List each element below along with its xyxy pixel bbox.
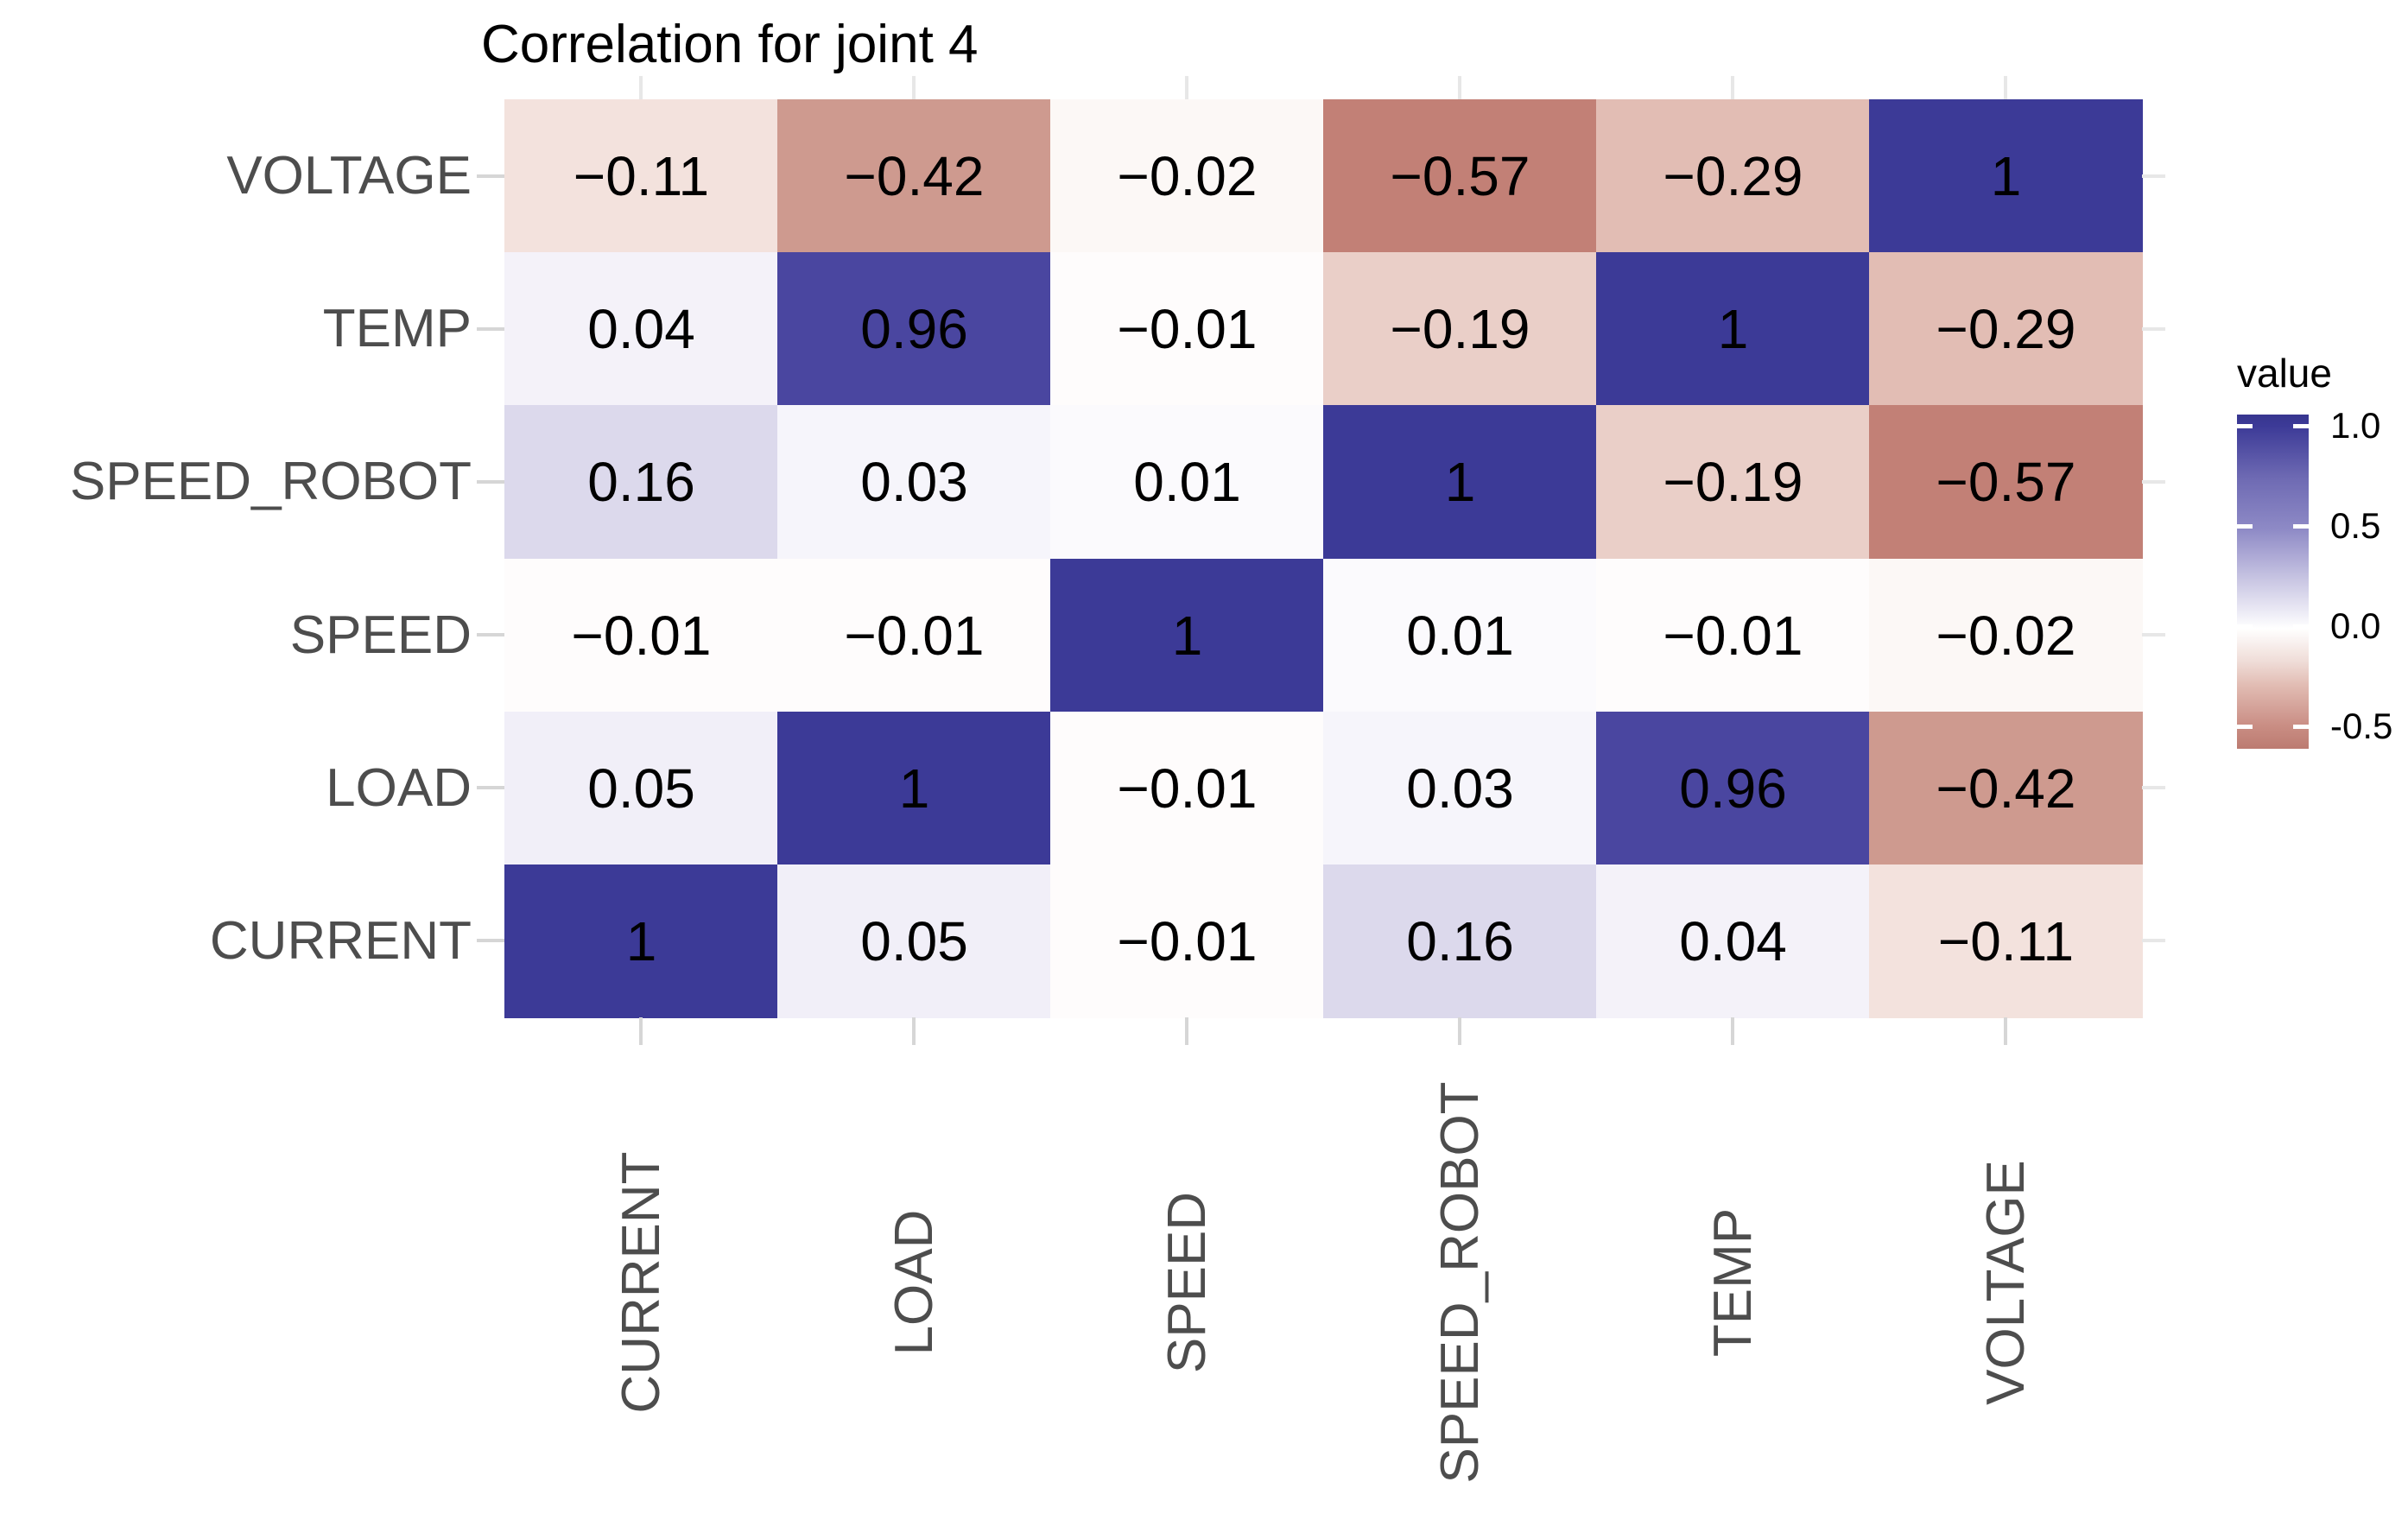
x-axis-label: SPEED xyxy=(1156,1191,1217,1374)
legend-tick-label: 0.5 xyxy=(2330,505,2381,546)
heatmap-cell: 0.16 xyxy=(504,405,778,560)
heatmap-cell: −0.11 xyxy=(1869,864,2143,1018)
legend-tick-mark xyxy=(2293,624,2309,630)
x-axis-label: LOAD xyxy=(884,1209,944,1356)
heatmap-cell: −0.02 xyxy=(1050,99,1324,254)
legend-tick-mark xyxy=(2237,524,2253,529)
heatmap-cell: 1 xyxy=(1323,405,1597,560)
y-axis-label: VOLTAGE xyxy=(226,146,472,206)
heatmap-cell: −0.42 xyxy=(777,99,1051,254)
gridline-peek-top xyxy=(1458,76,1461,99)
x-axis-label: VOLTAGE xyxy=(1975,1160,2036,1405)
y-axis-label: TEMP xyxy=(322,299,472,359)
gridline-peek-right xyxy=(2142,174,2165,178)
x-axis-label: SPEED_ROBOT xyxy=(1429,1081,1490,1484)
x-axis-label: TEMP xyxy=(1702,1207,1763,1358)
x-axis-tick xyxy=(2004,1017,2007,1045)
y-axis-tick xyxy=(477,326,504,331)
heatmap-cell: −0.01 xyxy=(1050,864,1324,1018)
heatmap-cell: 0.05 xyxy=(504,711,778,865)
gridline-peek-top xyxy=(1731,76,1734,99)
x-axis-tick xyxy=(1731,1017,1734,1045)
heatmap-cell: −0.57 xyxy=(1869,405,2143,560)
heatmap-cell: 1 xyxy=(1869,99,2143,254)
legend-tick-mark xyxy=(2293,725,2309,730)
x-axis-label: CURRENT xyxy=(611,1151,671,1414)
gridline-peek-right xyxy=(2142,939,2165,943)
y-axis-tick xyxy=(477,633,504,637)
legend-tick-mark xyxy=(2293,524,2309,529)
gridline-peek-top xyxy=(2004,76,2007,99)
gridline-peek-right xyxy=(2142,326,2165,331)
heatmap-cell: 0.16 xyxy=(1323,864,1597,1018)
legend-tick-mark xyxy=(2293,423,2309,428)
y-axis-tick xyxy=(477,939,504,943)
gridline-peek-top xyxy=(639,76,643,99)
heatmap-cell: −0.01 xyxy=(1596,558,1870,712)
legend-tick-mark xyxy=(2237,624,2253,630)
legend-title: value xyxy=(2237,351,2332,396)
heatmap-cell: −0.42 xyxy=(1869,711,2143,865)
gridline-peek-right xyxy=(2142,786,2165,790)
legend-colorbar xyxy=(2237,415,2309,749)
x-axis-tick xyxy=(1185,1017,1188,1045)
heatmap-cell: 1 xyxy=(1050,558,1324,712)
y-axis-label: SPEED xyxy=(289,605,472,665)
heatmap-cell: 1 xyxy=(504,864,778,1018)
heatmap-cell: −0.11 xyxy=(504,99,778,254)
heatmap-cell: −0.29 xyxy=(1596,99,1870,254)
heatmap-cell: −0.02 xyxy=(1869,558,2143,712)
heatmap-cell: 0.04 xyxy=(504,252,778,407)
heatmap-cell: 0.01 xyxy=(1050,405,1324,560)
y-axis-label: LOAD xyxy=(326,757,472,818)
gridline-peek-top xyxy=(912,76,916,99)
y-axis-tick xyxy=(477,479,504,484)
y-axis-label: SPEED_ROBOT xyxy=(69,452,472,512)
legend-tick-label: -0.5 xyxy=(2330,706,2393,747)
heatmap-cell: 0.03 xyxy=(1323,711,1597,865)
heatmap-cell: −0.57 xyxy=(1323,99,1597,254)
gridline-peek-right xyxy=(2142,633,2165,637)
legend-tick-label: 0.0 xyxy=(2330,605,2381,647)
heatmap-cell: 0.03 xyxy=(777,405,1051,560)
x-axis-tick xyxy=(1458,1017,1461,1045)
legend-tick-mark xyxy=(2237,423,2253,428)
gridline-peek-right xyxy=(2142,479,2165,484)
x-axis-tick xyxy=(639,1017,643,1045)
heatmap-cell: 1 xyxy=(1596,252,1870,407)
gridline-peek-top xyxy=(1185,76,1188,99)
y-axis-tick xyxy=(477,174,504,178)
chart-title: Correlation for joint 4 xyxy=(481,15,979,74)
heatmap-cell: −0.19 xyxy=(1323,252,1597,407)
heatmap-cell: −0.01 xyxy=(777,558,1051,712)
heatmap-cell: −0.01 xyxy=(504,558,778,712)
y-axis-label: CURRENT xyxy=(209,910,472,971)
x-axis-tick xyxy=(912,1017,916,1045)
heatmap-cell: −0.01 xyxy=(1050,711,1324,865)
heatmap-cell: −0.01 xyxy=(1050,252,1324,407)
heatmap-cell: 0.96 xyxy=(777,252,1051,407)
heatmap-cell: 0.01 xyxy=(1323,558,1597,712)
heatmap-cell: 0.05 xyxy=(777,864,1051,1018)
y-axis-tick xyxy=(477,786,504,790)
heatmap-cell: −0.29 xyxy=(1869,252,2143,407)
heatmap-cell: −0.19 xyxy=(1596,405,1870,560)
heatmap-cell: 0.96 xyxy=(1596,711,1870,865)
heatmap-cell: 1 xyxy=(777,711,1051,865)
heatmap-cell: 0.04 xyxy=(1596,864,1870,1018)
legend-tick-label: 1.0 xyxy=(2330,404,2381,446)
legend-tick-mark xyxy=(2237,725,2253,730)
